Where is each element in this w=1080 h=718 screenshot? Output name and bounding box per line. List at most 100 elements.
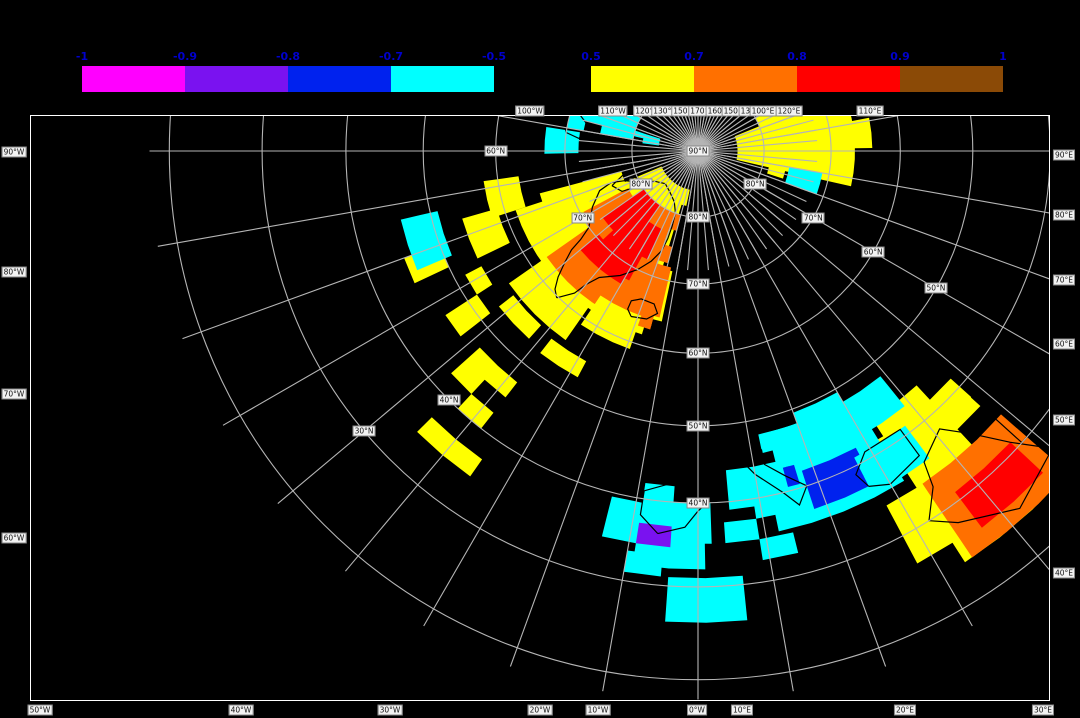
colorbar-tick-label: -0.5: [481, 50, 507, 63]
graticule-line: [582, 151, 696, 183]
graticule-label-lat-interior: 60°N: [861, 246, 885, 258]
graticule-line: [655, 116, 697, 150]
graticule-line: [580, 129, 696, 152]
graticule-line: [667, 116, 697, 150]
colorbar-segment: [185, 66, 288, 92]
graticule-line: [647, 116, 697, 150]
graticule-line: [698, 116, 708, 149]
axis-label-bottom: 10°W: [585, 704, 611, 716]
map-canvas: [31, 116, 1049, 700]
graticule-line: [628, 152, 697, 250]
colorbar-tick-label: -0.8: [275, 50, 301, 63]
graticule-line: [681, 116, 698, 149]
graticule-line: [666, 153, 698, 267]
field-cyan-speck: [725, 460, 792, 510]
graticule-line: [700, 150, 818, 162]
positive-colorbar-labels: 0.5 0.7 0.8 0.9 1: [581, 50, 1007, 64]
graticule-label-lat-50: 50°N: [686, 420, 710, 432]
graticule-line: [700, 151, 811, 193]
field-mideast-red: [955, 442, 1043, 528]
axis-label-bottom: 10°E: [730, 704, 754, 716]
graticule-line: [580, 150, 696, 173]
colorbar-segment: [694, 66, 797, 92]
colorbar-tick-label: -1: [75, 50, 89, 63]
axis-label-top: 120°E: [775, 105, 803, 117]
coastline-iceland: [627, 298, 659, 320]
graticule-label-lat-70: 70°N: [686, 278, 710, 290]
colorbar-segment: [288, 66, 391, 92]
axis-label-bottom: 40°W: [228, 704, 254, 716]
field-cyan-speck: [400, 211, 452, 271]
graticule-label-lat-interior: 60°N: [484, 145, 508, 157]
graticule-line: [700, 116, 796, 151]
coastline-mideast: [923, 428, 1049, 524]
axis-label-left: 60°W: [1, 532, 27, 544]
graticule-label-pole: 90°N: [686, 145, 710, 157]
graticule-line: [585, 151, 696, 193]
axis-label-bottom: 30°W: [377, 704, 403, 716]
graticule-label-lat-60: 60°N: [686, 347, 710, 359]
graticule-line: [699, 116, 729, 150]
graticule-label-lat-interior: 50°N: [924, 282, 948, 294]
graticule-line: [688, 116, 698, 149]
colorbar-segment: [82, 66, 185, 92]
field-natl-yellow1: [451, 347, 518, 429]
field-med-cyan2: [623, 550, 663, 577]
graticule-line: [699, 152, 768, 250]
axis-label-right: 70°E: [1052, 274, 1076, 286]
positive-colorbar: [591, 66, 1003, 92]
field-med-cyan5: [724, 492, 799, 561]
colorbar-segment: [391, 66, 494, 92]
graticule-line: [676, 153, 699, 269]
graticule-line: [700, 150, 816, 173]
graticule-line: [600, 116, 696, 151]
graticule-line: [677, 116, 698, 149]
field-greenland-yellow-w: [539, 171, 630, 233]
field-natl-yellow6: [540, 338, 587, 378]
graticule-line: [613, 152, 697, 236]
polar-stereographic-map[interactable]: 90°N 80°N 70°N 60°N 50°N 40°N 80°N 70°N 60°N 80°N…: [30, 115, 1050, 701]
graticule-line: [656, 153, 698, 264]
coastline-iran: [971, 345, 1043, 444]
graticule-line: [700, 140, 818, 152]
graticule-line: [699, 116, 734, 150]
graticule-line: [700, 129, 816, 152]
graticule-label-lat-interior: 80°N: [743, 178, 767, 190]
axis-label-bottom: 50°W: [27, 704, 53, 716]
graticule-line: [698, 153, 749, 260]
colorbar-tick-label: 0.9: [890, 50, 910, 63]
graticule-label-lat-80: 80°N: [686, 211, 710, 223]
axis-label-top: 100°E: [749, 105, 777, 117]
axis-label-bottom: 20°W: [527, 704, 553, 716]
graticule-line: [578, 150, 696, 162]
axis-label-left: 70°W: [1, 388, 27, 400]
field-med-violet: [635, 522, 672, 548]
field-fareast-cyan2: [785, 167, 823, 195]
graticule-line: [672, 116, 697, 150]
axis-label-top: 100°W: [515, 105, 545, 117]
graticule-line: [647, 153, 698, 260]
colorbar-segment: [591, 66, 694, 92]
coastline-italy: [740, 448, 808, 506]
graticule-line: [694, 116, 699, 149]
coastline-iberia: [639, 478, 717, 535]
graticule-line: [637, 153, 698, 255]
axis-label-top: 110°W: [598, 105, 628, 117]
graticule-line: [699, 152, 783, 236]
graticule-line: [699, 116, 724, 150]
axis-label-right: 90°E: [1052, 149, 1076, 161]
field-yellow-speck: [462, 208, 510, 259]
field-cyan-speck: [544, 127, 580, 154]
graticule-line: [698, 116, 719, 149]
graticule-line: [636, 116, 696, 151]
field-europe-blue1: [801, 447, 875, 509]
field-greenland-yellow-se: [580, 295, 642, 349]
coastline-ellesmere: [591, 137, 620, 163]
colorbar-tick-label: -0.7: [378, 50, 404, 63]
axis-label-right: 50°E: [1052, 414, 1076, 426]
axis-label-top: 110°E: [856, 105, 884, 117]
graticule-line: [578, 140, 696, 152]
graticule-line: [698, 116, 715, 149]
colorbar-tick-label: 0.8: [787, 50, 807, 63]
